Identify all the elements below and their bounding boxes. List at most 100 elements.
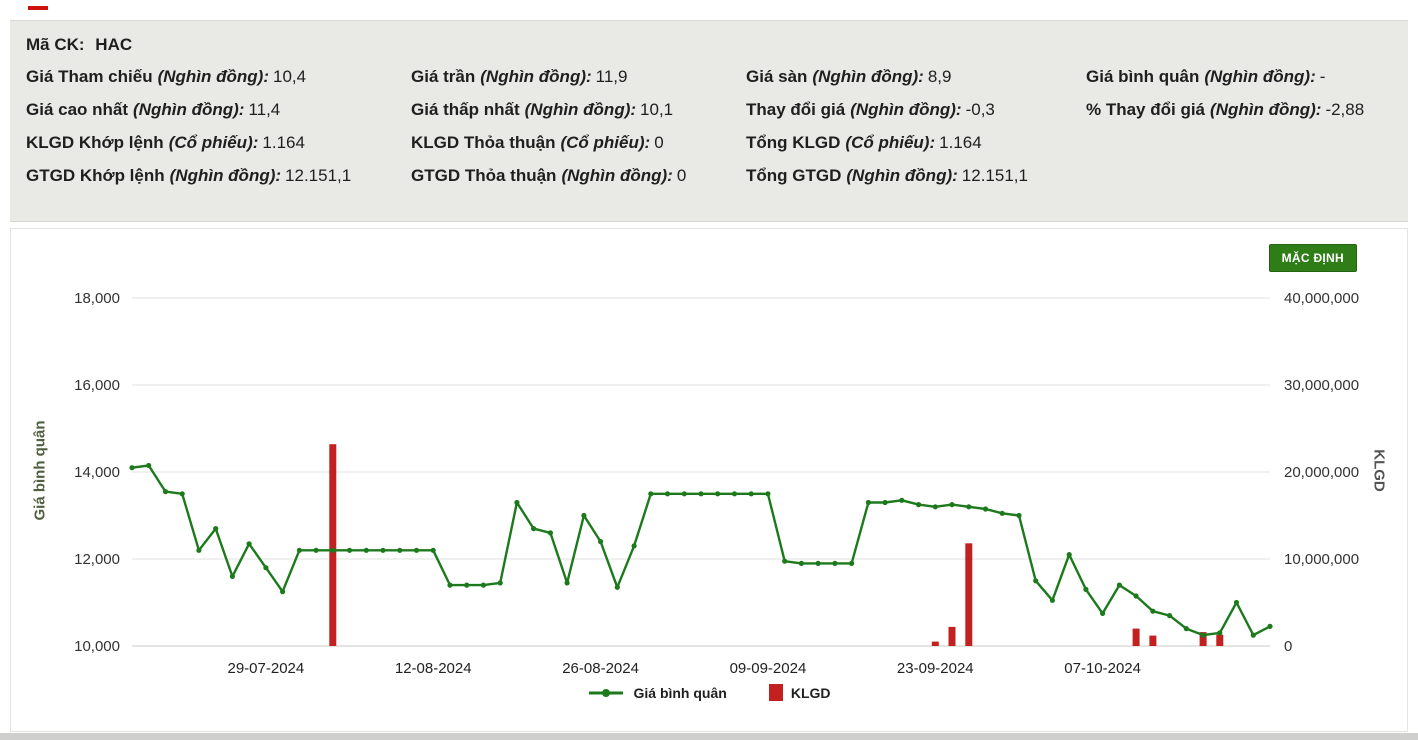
price-dot (916, 502, 922, 508)
price-dot (497, 580, 503, 586)
price-dot (1217, 630, 1223, 636)
info-label: GTGD Khớp lệnh (26, 166, 165, 185)
price-dot (380, 547, 386, 553)
info-value: 11,9 (595, 67, 628, 86)
info-value: - (1319, 67, 1326, 86)
info-value: -0,3 (965, 100, 995, 119)
price-dot (430, 547, 436, 553)
price-dot (280, 589, 286, 595)
price-dot (664, 491, 671, 497)
ticker-value: HAC (95, 35, 133, 54)
price-dot (263, 565, 269, 571)
price-dot (313, 547, 319, 553)
price-dot (681, 491, 687, 497)
price-dot (213, 526, 219, 532)
volume-bar (329, 444, 337, 646)
price-dot (1016, 512, 1022, 519)
price-dot (397, 547, 403, 553)
price-dot (480, 582, 486, 588)
info-cell-0-0: Giá Tham chiếu (Nghìn đồng): 10,4 (26, 67, 411, 87)
info-cell-0-1: Giá trần (Nghìn đồng): 11,9 (411, 67, 746, 87)
left-axis-tick-label: 16,000 (74, 377, 120, 394)
info-unit: (Cổ phiếu): (168, 133, 259, 152)
info-value: 1.164 (939, 133, 982, 152)
price-dot (899, 497, 905, 503)
price-dot (1100, 610, 1106, 616)
stock-info-panel: Mã CK: HAC Giá Tham chiếu (Nghìn đồng): 10… (10, 20, 1408, 222)
price-dot (614, 584, 620, 590)
right-axis-tick-label: 20,000,000 (1284, 464, 1359, 481)
info-value: 8,9 (927, 67, 952, 86)
price-dot (1183, 626, 1189, 632)
price-dot (1133, 593, 1139, 599)
info-label: Tổng KLGD (746, 133, 841, 152)
price-dot (698, 491, 704, 497)
info-label: GTGD Thỏa thuận (411, 166, 557, 185)
price-dot (798, 560, 805, 566)
left-axis-tick-label: 18,000 (74, 290, 120, 307)
info-value: 10,4 (273, 67, 307, 86)
info-label: Giá bình quân (1086, 67, 1200, 86)
right-axis-tick-label: 40,000,000 (1284, 290, 1359, 307)
price-dot (363, 547, 369, 553)
info-value: 11,4 (248, 100, 281, 119)
info-cell-0-3: Giá bình quân (Nghìn đồng): - (1086, 67, 1392, 87)
info-value: 0 (654, 133, 664, 152)
right-axis-tick-label: 30,000,000 (1284, 377, 1359, 394)
info-unit: (Nghìn đồng): (846, 166, 958, 185)
mac-dinh-button[interactable]: MẶC ĐỊNH (1268, 244, 1357, 272)
chart-legend: Giá bình quân KLGD (11, 684, 1407, 701)
price-dot (765, 491, 771, 497)
x-axis-tick-label: 12-08-2024 (395, 660, 472, 677)
price-dot (832, 560, 838, 566)
info-value: -2,88 (1325, 100, 1365, 119)
info-unit: (Nghìn đồng): (812, 67, 924, 86)
info-label: Giá thấp nhất (411, 100, 520, 119)
price-dot (581, 512, 587, 519)
price-dot (748, 491, 754, 497)
info-value: 12.151,1 (285, 166, 352, 185)
price-dot (782, 558, 788, 564)
price-dot (815, 560, 821, 566)
chart-panel: MẶC ĐỊNH Giá bình quân KLGD 10,000 0 12,00… (10, 228, 1408, 732)
ticker-row: Mã CK: HAC (26, 31, 1392, 67)
price-dot (1200, 632, 1206, 638)
price-dot (1066, 552, 1072, 558)
price-dot (1033, 578, 1039, 584)
x-axis-tick-label: 29-07-2024 (228, 660, 305, 677)
price-dot (246, 541, 252, 547)
price-dot (564, 580, 570, 586)
info-label: Giá Tham chiếu (26, 67, 153, 86)
price-dot (1233, 599, 1240, 606)
price-dot (1250, 632, 1256, 638)
price-dot (1083, 586, 1089, 592)
footer-strip (0, 733, 1418, 740)
price-dot (179, 491, 185, 497)
info-cell-2-1: KLGD Thỏa thuận (Cổ phiếu): 0 (411, 133, 746, 153)
info-value: 12.151,1 (961, 166, 1028, 185)
info-cell-1-3: % Thay đổi giá (Nghìn đồng): -2,88 (1086, 100, 1392, 120)
info-label: Thay đổi giá (746, 100, 846, 119)
price-dot (715, 491, 721, 497)
info-cell-3-1: GTGD Thỏa thuận (Nghìn đồng): 0 (411, 166, 746, 186)
info-label: Giá sàn (746, 67, 808, 86)
ticker-label: Mã CK: (26, 35, 85, 54)
info-cell-1-1: Giá thấp nhất (Nghìn đồng): 10,1 (411, 100, 746, 120)
price-dot (982, 506, 989, 512)
price-dot (631, 543, 637, 549)
x-axis-tick-label: 07-10-2024 (1064, 660, 1141, 677)
price-dot (1167, 613, 1173, 619)
info-value: 10,1 (640, 100, 674, 119)
legend-item-line: Giá bình quân (587, 685, 727, 701)
info-unit: (Nghìn đồng): (561, 166, 673, 185)
price-dot (162, 489, 169, 495)
info-unit: (Nghìn đồng): (1204, 67, 1316, 86)
price-dot (949, 502, 955, 508)
price-dot (146, 462, 152, 469)
info-unit: (Cổ phiếu): (560, 133, 651, 152)
price-dot (514, 499, 520, 506)
bar-series-icon (768, 684, 783, 701)
volume-bar (965, 543, 973, 646)
line-series-icon (589, 688, 624, 697)
